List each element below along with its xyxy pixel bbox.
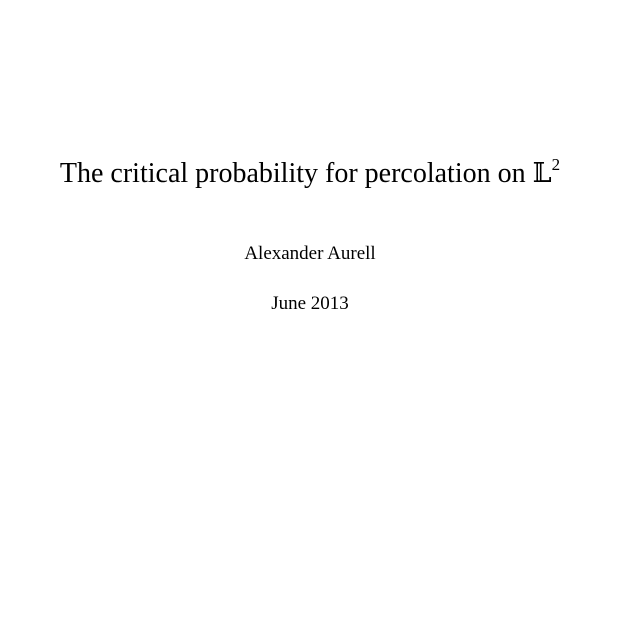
paper-title: The critical probability for percolation… — [0, 156, 620, 192]
lattice-dimension: 2 — [551, 154, 561, 174]
lattice-symbol: 𝕃 — [532, 158, 552, 189]
publication-date: June 2013 — [271, 293, 349, 314]
paper-title-text: The critical probability for percolation… — [59, 158, 533, 189]
author-name: Alexander Aurell — [244, 243, 376, 264]
